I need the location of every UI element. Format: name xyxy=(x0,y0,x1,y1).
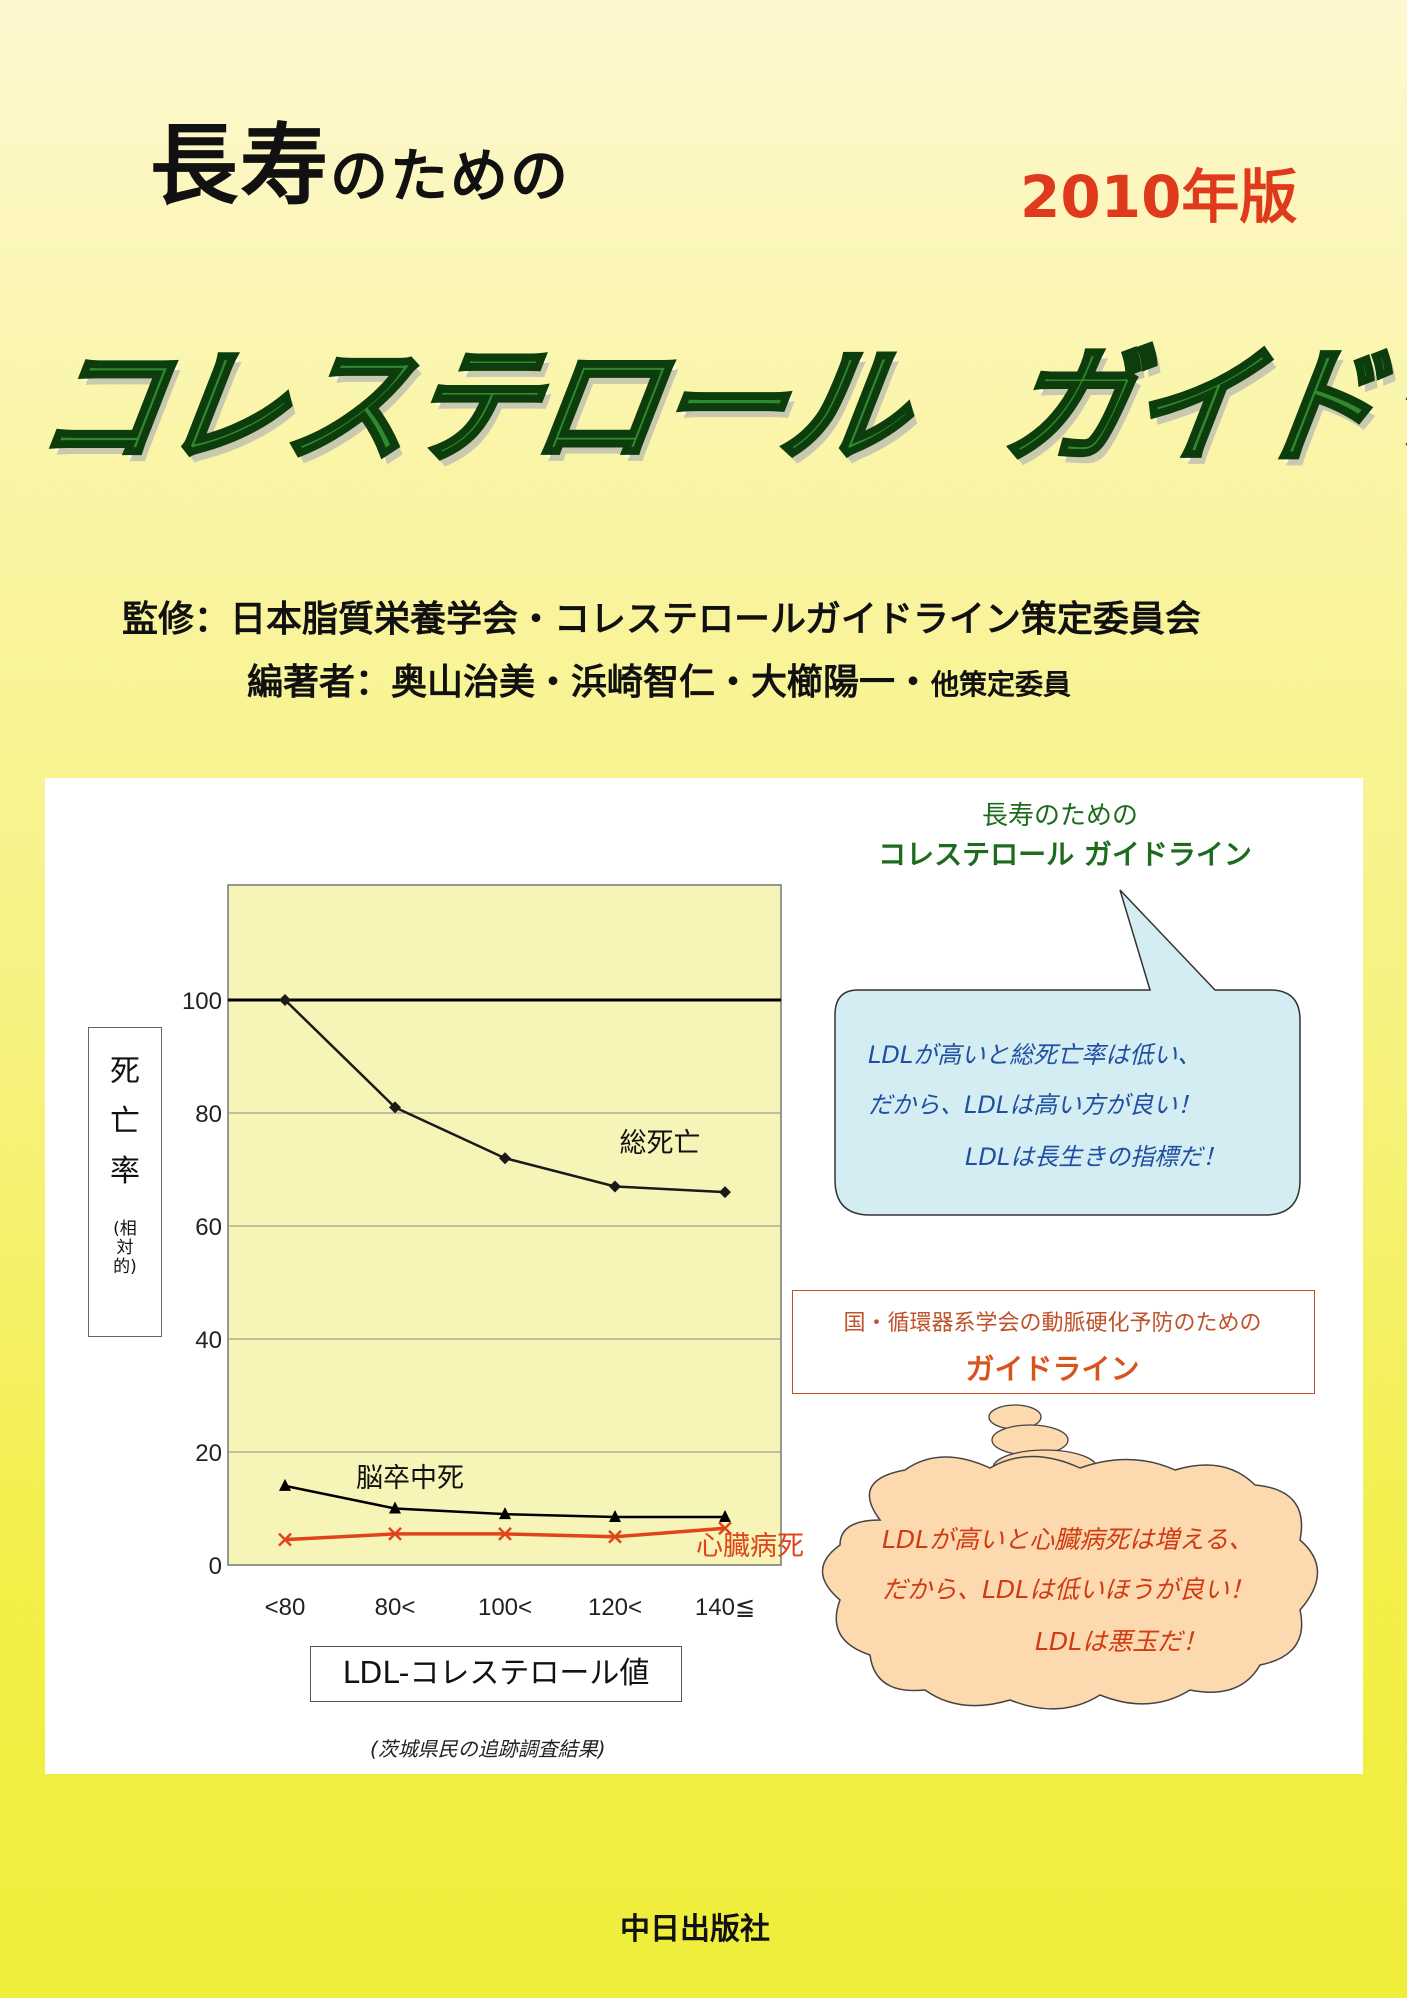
speech-bubble-title-1: 長寿のための xyxy=(981,801,1138,831)
speech-bubble-title-2: コレステロール ガイドライン xyxy=(878,838,1252,871)
speech-bubble xyxy=(834,889,1301,1216)
publisher-name: 中日出版社 xyxy=(620,1912,770,1947)
data-point xyxy=(719,1186,731,1199)
y-tick-label: 80 xyxy=(195,1101,222,1128)
y-tick-label: 20 xyxy=(195,1440,222,1467)
guideline-title-2: ガイドライン xyxy=(965,1352,1140,1386)
y-tick-label: 0 xyxy=(209,1553,222,1580)
data-point xyxy=(499,1507,511,1520)
title-longevity: 長寿のための xyxy=(150,95,570,222)
x-tick-label: 100< xyxy=(478,1594,532,1621)
series-lines xyxy=(278,994,732,1547)
data-point xyxy=(498,1527,512,1541)
guideline-box xyxy=(792,1290,1315,1394)
x-tick-label: 80< xyxy=(375,1594,416,1621)
y-tick-label: 60 xyxy=(195,1214,222,1241)
x-tick-label: 120< xyxy=(588,1594,642,1621)
grid-lines xyxy=(228,998,781,1453)
plot-area xyxy=(227,884,782,1566)
data-point xyxy=(609,1509,621,1522)
y-axis-sub-1: (相 xyxy=(113,1219,137,1239)
supervision-credit: 監修：日本脂質栄養学会・コレステロールガイドライン策定委員会 xyxy=(122,599,1201,640)
thought-bubble-line-2: だから、LDLは低いほうが良い！ xyxy=(882,1575,1255,1604)
y-axis-char-2: 亡 xyxy=(110,1104,140,1139)
data-point xyxy=(718,1521,732,1536)
edition-label: 2010年版 xyxy=(1020,163,1298,231)
speech-bubble-line-3: LDLは長生きの指標だ！ xyxy=(965,1143,1227,1171)
series-label-1: 総死亡 xyxy=(620,1128,701,1159)
thought-bubble-line-3: LDLは悪玉だ！ xyxy=(1035,1627,1208,1656)
series-label-3: 心臓病死 xyxy=(696,1531,804,1562)
data-point xyxy=(279,1478,291,1491)
x-tick-label: <80 xyxy=(265,1594,306,1621)
guideline-title-1: 国・循環器系学会の動脈硬化予防のための xyxy=(843,1311,1262,1336)
title-kana: のための xyxy=(330,142,571,210)
y-axis-char-1: 死 xyxy=(110,1054,140,1089)
thought-bubble-line-1: LDLが高いと心臓病死は増える、 xyxy=(882,1525,1254,1554)
speech-bubble-line-1: LDLが高いと総死亡率は低い、 xyxy=(868,1041,1202,1069)
title-kanji: 長寿 xyxy=(150,114,331,217)
y-axis-sub-3: 的) xyxy=(113,1257,137,1277)
y-axis-char-3: 率 xyxy=(110,1154,140,1189)
data-point xyxy=(389,1101,401,1114)
thought-bubble xyxy=(821,1404,1319,1710)
data-point xyxy=(388,1527,402,1541)
data-point xyxy=(609,1180,621,1193)
y-tick-label: 40 xyxy=(195,1327,222,1354)
x-tick-label: 140≦ xyxy=(695,1594,755,1621)
data-point xyxy=(278,1532,292,1547)
source-note: (茨城県民の追跡調査結果) xyxy=(370,1737,606,1761)
editors-main: 編著者：奥山治美・浜崎智仁・大櫛陽一・ xyxy=(247,662,932,703)
data-point xyxy=(389,1501,401,1514)
x-tick-labels: <80 80< 100< 120< 140≦ xyxy=(265,1594,755,1621)
editors-credit: 編著者：奥山治美・浜崎智仁・大櫛陽一・他策定委員 xyxy=(247,653,1071,705)
y-tick-label: 100 xyxy=(182,988,222,1015)
speech-bubble-line-2: だから、LDLは高い方が良い！ xyxy=(868,1091,1202,1119)
y-axis-label: 死 亡 率 (相 対 的) xyxy=(88,1027,162,1337)
y-axis-sub-2: 対 xyxy=(116,1238,134,1258)
y-tick-labels: 0 20 40 60 80 100 xyxy=(182,988,222,1580)
data-point xyxy=(719,1509,731,1522)
x-axis-title: LDL-コレステロール値 xyxy=(310,1646,682,1702)
y-axis-sub-label: (相 対 的) xyxy=(89,1220,161,1277)
data-point xyxy=(499,1152,511,1165)
data-point xyxy=(279,994,291,1006)
editors-small: 他策定委員 xyxy=(931,668,1072,701)
series-label-2: 脳卒中死 xyxy=(356,1463,464,1494)
data-point xyxy=(608,1529,622,1544)
